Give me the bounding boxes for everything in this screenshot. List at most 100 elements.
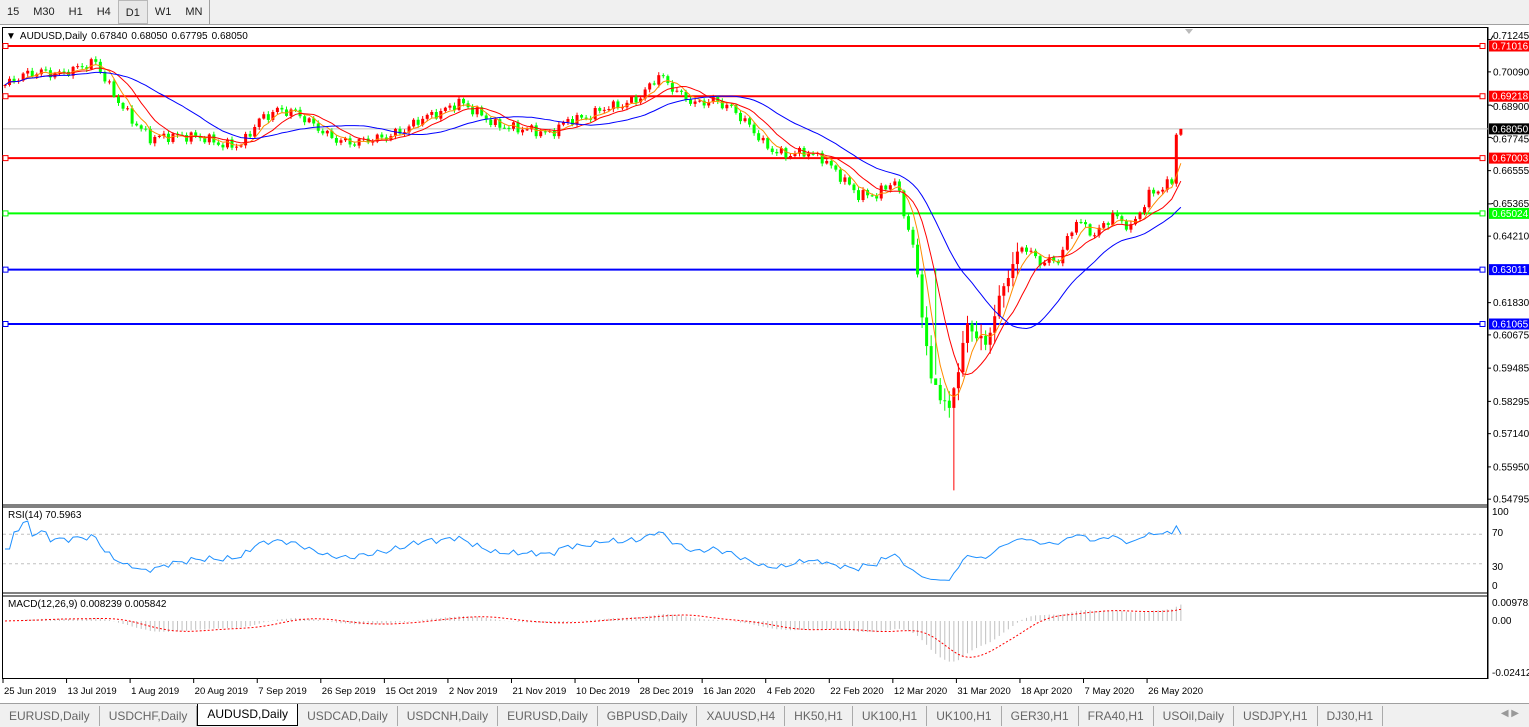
candle [829,158,833,169]
candle-body [1143,207,1147,213]
timeframe-h1[interactable]: H1 [68,6,83,18]
candle-body [107,81,111,83]
candle [802,146,806,158]
candle-body [1020,247,1024,252]
price-tick-label: 0.71245 [1493,31,1529,42]
candle [748,116,752,128]
candle-body [135,123,139,126]
candle-body [975,331,979,339]
chart-tab[interactable]: USOil,Daily [1154,706,1235,726]
candle [997,285,1001,319]
candle [1179,128,1183,136]
candle-body [144,128,148,130]
candle [693,98,697,107]
candle-body [1102,223,1106,228]
candle-body [788,155,792,158]
chart-tab[interactable]: XAUUSD,H4 [697,706,786,726]
timeframe-w1[interactable]: W1 [154,6,172,18]
candle-body [257,118,261,127]
timeframe-mn[interactable]: MN [185,6,203,18]
chart-tab[interactable]: DJ30,H1 [1318,706,1384,726]
candle-body [1088,224,1092,236]
candle-body [339,140,343,143]
date-tick-label: 28 Dec 2019 [640,686,694,697]
price-tick-connector [1490,136,1494,140]
candle-body [616,101,620,108]
chart-tab[interactable]: USDJPY,H1 [1234,706,1318,726]
chart-tab[interactable]: EURUSD,Daily [0,706,100,726]
candle-body [861,190,865,201]
chart-tab[interactable]: USDCAD,Daily [298,706,398,726]
candle-body [139,125,143,129]
price-tick-label: 0.60675 [1493,330,1529,341]
open-value: 0.67840 [91,31,128,42]
candle [271,109,275,122]
chart-tab[interactable]: AUDUSD,Daily [197,704,299,726]
candle [788,153,792,160]
candle-body [1070,232,1074,237]
candle-body [689,99,693,104]
candle [965,315,969,353]
candle-body [539,131,543,137]
chart-tab[interactable]: UK100,H1 [927,706,1002,726]
candle [80,63,84,70]
candle-body [770,148,774,152]
candle [1070,231,1074,239]
candle [652,80,656,86]
candle [1170,177,1174,185]
chart-tab[interactable]: USDCHF,Daily [100,706,198,726]
candle [334,134,338,146]
candle-body [879,185,883,199]
level-handle-icon [1479,321,1486,328]
candle-body [920,274,924,318]
rsi-level-100: 100 [1492,507,1509,518]
candle-body [39,69,43,75]
candle-body [1170,179,1174,184]
candle-body [1006,278,1010,287]
rsi-level-0: 0 [1492,581,1498,592]
candle [266,111,270,123]
candle-body [1052,257,1056,262]
candle-body [412,119,416,127]
chart-tab[interactable]: HK50,H1 [785,706,853,726]
chart-tab[interactable]: USDCNH,Daily [398,706,499,726]
candle [539,128,543,138]
candle [393,127,397,140]
chart-tab[interactable]: FRA40,H1 [1079,706,1154,726]
timeframe-h4[interactable]: H4 [96,6,111,18]
date-tick-label: 25 Jun 2019 [4,686,56,697]
candle-body [1002,286,1006,296]
chart-tab[interactable]: GBPUSD,Daily [598,706,698,726]
chart-tab[interactable]: UK100,H1 [853,706,928,726]
candle [1115,210,1119,219]
candle [62,68,66,75]
candle [857,187,861,203]
candle [1147,186,1151,209]
timeframe-d1[interactable]: D1 [117,0,148,24]
candle-body [1156,191,1160,194]
chart-tab[interactable]: GER30,H1 [1002,706,1079,726]
candle [1093,232,1097,239]
candle [752,122,756,136]
candle-body [639,98,643,103]
candle [698,99,702,103]
candle [838,167,842,185]
candle-body [53,73,57,78]
chart-tab[interactable]: EURUSD,Daily [498,706,598,726]
candle [253,124,257,139]
candle-body [607,109,611,111]
candle-body [157,135,161,137]
candle-body [956,372,960,389]
candle-body [475,107,479,115]
low-value: 0.67795 [171,31,208,42]
tab-scroll-arrows-icon[interactable]: ◀ ▶ [1500,708,1519,719]
candle [720,98,724,110]
candle [661,73,665,79]
collapse-triangle-icon[interactable]: ▼ [6,31,16,42]
candle [566,116,570,125]
candle-body [648,83,652,90]
timeframe-15[interactable]: 15 [7,6,20,18]
candle [757,130,761,142]
timeframe-m30[interactable]: M30 [33,6,55,18]
